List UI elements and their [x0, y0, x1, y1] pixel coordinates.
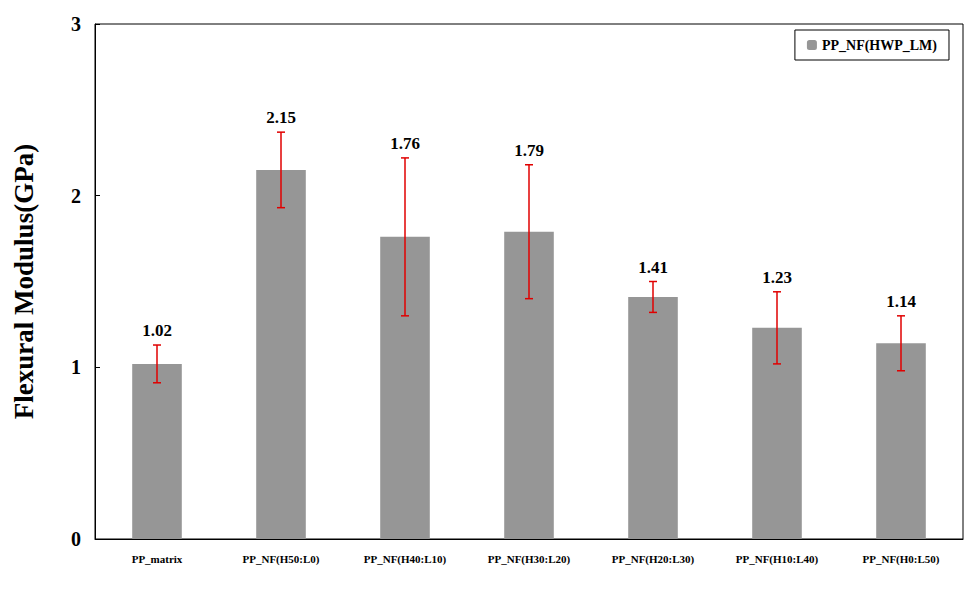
svg-text:1.14: 1.14	[886, 292, 916, 311]
svg-text:PP_matrix: PP_matrix	[132, 553, 183, 565]
svg-text:1: 1	[71, 356, 81, 378]
svg-text:1.79: 1.79	[514, 141, 544, 160]
svg-text:PP_NF(H30:L20): PP_NF(H30:L20)	[488, 553, 571, 566]
svg-text:PP_NF(H50:L0): PP_NF(H50:L0)	[243, 553, 320, 566]
svg-text:Flexural Modulus(GPa): Flexural Modulus(GPa)	[9, 144, 39, 419]
svg-text:1.41: 1.41	[638, 258, 668, 277]
svg-text:1.23: 1.23	[762, 268, 792, 287]
svg-text:PP_NF(H10:L40): PP_NF(H10:L40)	[736, 553, 819, 566]
svg-text:PP_NF(H0:L50): PP_NF(H0:L50)	[863, 553, 940, 566]
svg-text:PP_NF(HWP_LM): PP_NF(HWP_LM)	[822, 38, 937, 54]
svg-text:2: 2	[71, 185, 81, 207]
svg-text:3: 3	[71, 13, 81, 35]
svg-text:1.76: 1.76	[390, 134, 420, 153]
svg-text:0: 0	[71, 528, 81, 550]
svg-text:1.02: 1.02	[142, 321, 172, 340]
svg-text:PP_NF(H20:L30): PP_NF(H20:L30)	[612, 553, 695, 566]
svg-text:2.15: 2.15	[266, 108, 296, 127]
svg-text:PP_NF(H40:L10): PP_NF(H40:L10)	[364, 553, 447, 566]
